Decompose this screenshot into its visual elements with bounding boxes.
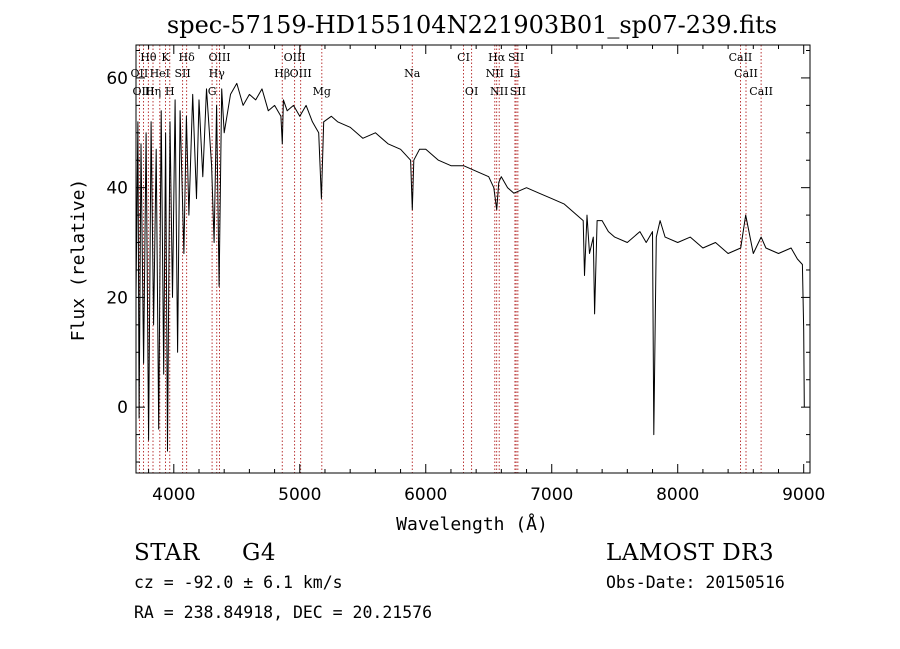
y-axis-ticks: 0 20 40 60	[106, 49, 810, 463]
x-tick-label: 8000	[656, 485, 699, 505]
line-label: G	[208, 85, 217, 98]
x-tick-label: 9000	[782, 485, 825, 505]
line-label: CaII	[729, 51, 753, 64]
line-label: K	[161, 51, 170, 64]
line-label: Hθ	[140, 51, 157, 64]
line-label: SII	[508, 51, 524, 64]
spectral-line-markers	[138, 45, 762, 473]
y-tick-label: 0	[117, 398, 128, 418]
line-label: OIII	[133, 85, 155, 98]
y-tick-label: 20	[106, 288, 128, 308]
line-label: SII	[174, 67, 190, 80]
line-label: Mg	[313, 85, 331, 98]
object-subclass: G4	[242, 540, 277, 566]
chart-title: spec-57159-HD155104N221903B01_sp07-239.f…	[167, 11, 777, 39]
survey-name: LAMOST DR3	[606, 540, 775, 566]
line-label: CaII	[734, 67, 758, 80]
line-label: NII	[486, 67, 504, 80]
plot-frame	[135, 44, 811, 474]
line-label: Na	[404, 67, 421, 80]
line-label: H	[165, 85, 175, 98]
y-tick-label: 60	[106, 69, 128, 89]
line-label: OIII	[284, 51, 306, 64]
coordinates: RA = 238.84918, DEC = 20.21576	[134, 603, 433, 622]
y-tick-label: 40	[106, 179, 128, 199]
x-tick-label: 5000	[278, 485, 321, 505]
line-label: Hβ	[274, 67, 290, 80]
redshift-cz: cz = -92.0 ± 6.1 km/s	[134, 573, 343, 592]
line-label: OI	[465, 85, 478, 98]
spectrum-series	[135, 82, 805, 452]
line-label: Hγ	[209, 67, 226, 80]
line-label: Hδ	[179, 51, 196, 64]
observation-date: Obs-Date: 20150516	[606, 573, 785, 592]
line-label: Hη	[145, 85, 161, 98]
line-label: Hα	[488, 51, 506, 64]
x-tick-label: 7000	[530, 485, 573, 505]
spectrum-line	[135, 82, 805, 452]
line-label: OIII	[208, 51, 230, 64]
line-label: CI	[457, 51, 470, 64]
x-tick-label: 6000	[404, 485, 447, 505]
y-axis-label: Flux (relative)	[68, 179, 89, 342]
x-axis-label: Wavelength (Å)	[396, 513, 548, 535]
line-label: CaII	[749, 85, 773, 98]
x-axis-ticks: 4000 5000 6000 7000 8000 9000	[148, 45, 825, 505]
line-label: SII	[510, 85, 526, 98]
line-label: OIII	[290, 67, 312, 80]
object-class: STAR	[134, 540, 200, 566]
line-label: Li	[510, 67, 521, 80]
line-label: OII	[131, 67, 149, 80]
line-label: HeI	[150, 67, 170, 80]
x-tick-label: 4000	[152, 485, 195, 505]
line-label: NII	[490, 85, 508, 98]
